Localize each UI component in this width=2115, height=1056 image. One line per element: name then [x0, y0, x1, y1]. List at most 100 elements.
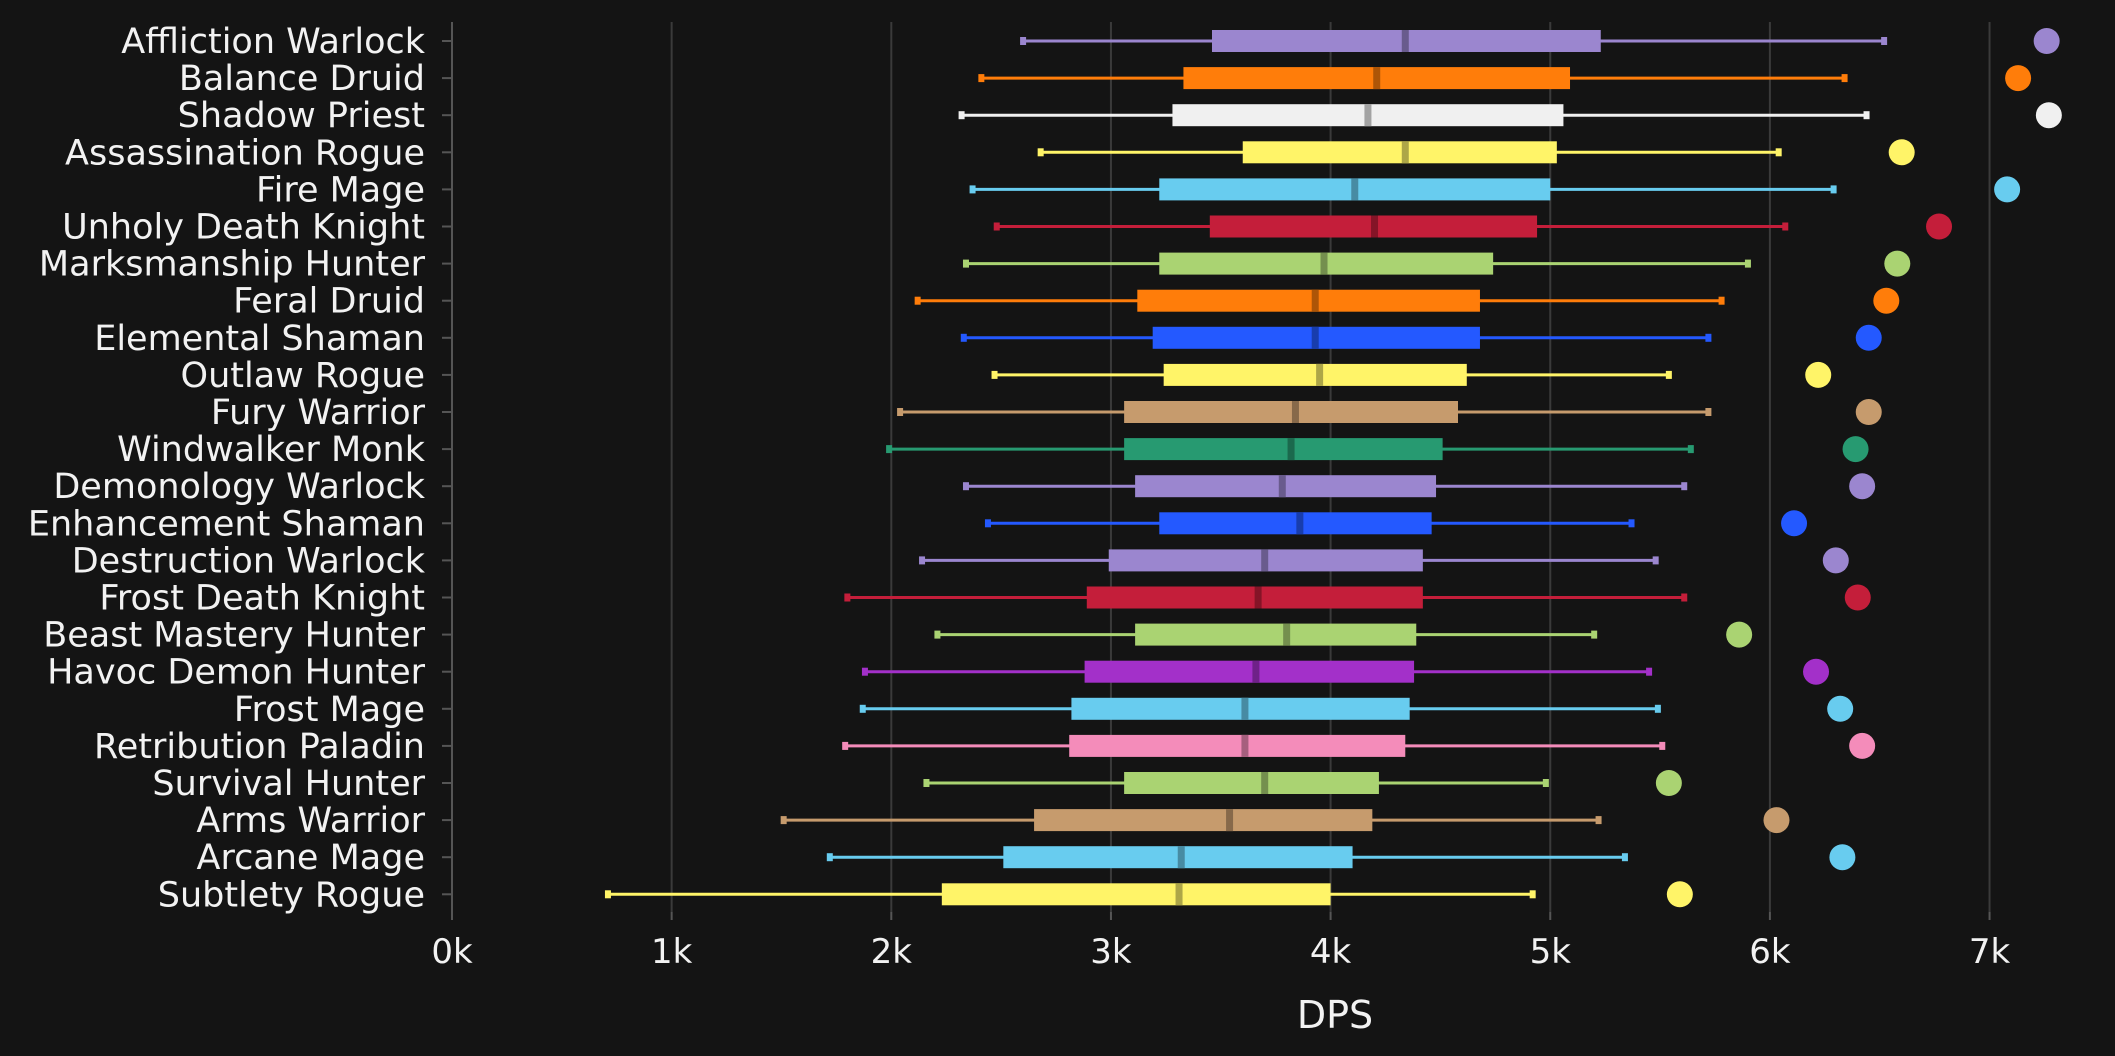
whisker-cap-low [991, 370, 998, 379]
max-point [1805, 361, 1832, 388]
median-mark [1364, 104, 1372, 127]
whisker-cap-low [962, 482, 969, 491]
box-series [897, 399, 1882, 425]
category-label: Survival Hunter [152, 764, 425, 804]
whisker-cap-high [1705, 408, 1712, 416]
median-mark [1351, 178, 1359, 201]
median-mark [1320, 252, 1328, 275]
whisker-cap-high [1681, 482, 1688, 491]
box-series [923, 770, 1682, 796]
grid-lines [670, 22, 1991, 912]
median-mark [1254, 586, 1262, 609]
category-label: Outlaw Rogue [181, 356, 425, 396]
median-mark [1226, 809, 1234, 832]
max-point [1994, 176, 2021, 203]
max-point [1842, 436, 1869, 463]
box-plot-series [604, 28, 2062, 908]
category-label: Arcane Mage [197, 838, 426, 878]
iqr-box [1071, 697, 1410, 720]
x-tick-label: 6k [1749, 932, 1791, 972]
x-tick-label: 3k [1090, 932, 1132, 972]
whisker-cap-low [1037, 148, 1044, 157]
whisker-cap-low [780, 816, 787, 825]
box-series [934, 621, 1753, 648]
max-point [1855, 324, 1882, 351]
max-point [1855, 399, 1882, 425]
axes [442, 22, 1991, 920]
median-mark [1316, 363, 1324, 386]
box-series [859, 695, 1854, 722]
median-mark [1175, 883, 1183, 906]
x-axis-title: DPS [1297, 993, 1373, 1037]
box-series [844, 584, 1871, 611]
whisker-cap-low [958, 111, 965, 120]
median-mark [1261, 772, 1269, 794]
category-label: Assassination Rogue [65, 133, 425, 173]
whisker-cap-high [1863, 111, 1870, 120]
max-point [1873, 287, 1900, 314]
iqr-box [1084, 660, 1415, 683]
iqr-box [1137, 289, 1480, 312]
max-point [1726, 621, 1753, 648]
max-point [1884, 250, 1911, 277]
whisker-cap-high [1881, 37, 1888, 45]
whisker-cap-low [923, 779, 930, 787]
whisker-cap-low [1020, 37, 1027, 45]
category-label: Unholy Death Knight [62, 208, 425, 248]
iqr-box [941, 883, 1331, 906]
whisker-cap-low [897, 408, 904, 416]
category-label: Frost Mage [234, 690, 425, 730]
category-label: Frost Death Knight [99, 579, 425, 619]
max-point [1666, 881, 1693, 908]
max-point [1655, 770, 1682, 796]
whisker-cap-low [993, 222, 1000, 231]
iqr-box [1159, 512, 1432, 535]
max-point [1888, 139, 1915, 166]
median-mark [1241, 697, 1249, 720]
box-series [1020, 28, 2060, 54]
category-label: Beast Mastery Hunter [43, 616, 425, 656]
iqr-box [1163, 363, 1467, 386]
box-series [962, 473, 1876, 500]
median-mark [1373, 67, 1381, 90]
median-mark [1371, 215, 1379, 238]
max-point [2035, 102, 2062, 129]
iqr-box [1124, 438, 1443, 461]
median-mark [1287, 438, 1295, 461]
box-series [842, 732, 1876, 759]
whisker-cap-low [861, 667, 868, 676]
max-point [1803, 658, 1830, 685]
whisker-cap-high [1744, 259, 1751, 268]
whisker-cap-low [914, 296, 921, 305]
whisker-cap-high [1830, 185, 1837, 194]
whisker-cap-high [1775, 148, 1782, 157]
whisker-cap-high [1529, 890, 1536, 899]
x-tick-label: 1k [651, 932, 693, 972]
x-tick-label: 5k [1530, 932, 1572, 972]
whisker-cap-high [1705, 333, 1712, 342]
median-mark [1283, 623, 1291, 646]
median-mark [1278, 475, 1286, 498]
box-series [969, 176, 2021, 203]
x-tick-label: 7k [1969, 932, 2011, 972]
whisker-cap-low [886, 445, 893, 454]
median-mark [1401, 30, 1409, 52]
box-series [604, 881, 1693, 908]
median-mark [1177, 846, 1185, 869]
category-label: Elemental Shaman [94, 319, 425, 359]
whisker-cap-low [969, 185, 976, 194]
category-label: Retribution Paladin [94, 727, 425, 767]
max-point [1849, 732, 1876, 759]
whisker-cap-low [962, 259, 969, 268]
whisker-cap-low [859, 704, 866, 713]
whisker-cap-high [1654, 704, 1661, 713]
max-point [1763, 807, 1790, 834]
whisker-cap-high [1659, 741, 1666, 750]
max-point [2033, 28, 2060, 54]
max-point [2005, 65, 2032, 92]
box-series [991, 361, 1832, 388]
box-series [914, 287, 1900, 314]
x-tick-label: 0k [431, 932, 473, 972]
